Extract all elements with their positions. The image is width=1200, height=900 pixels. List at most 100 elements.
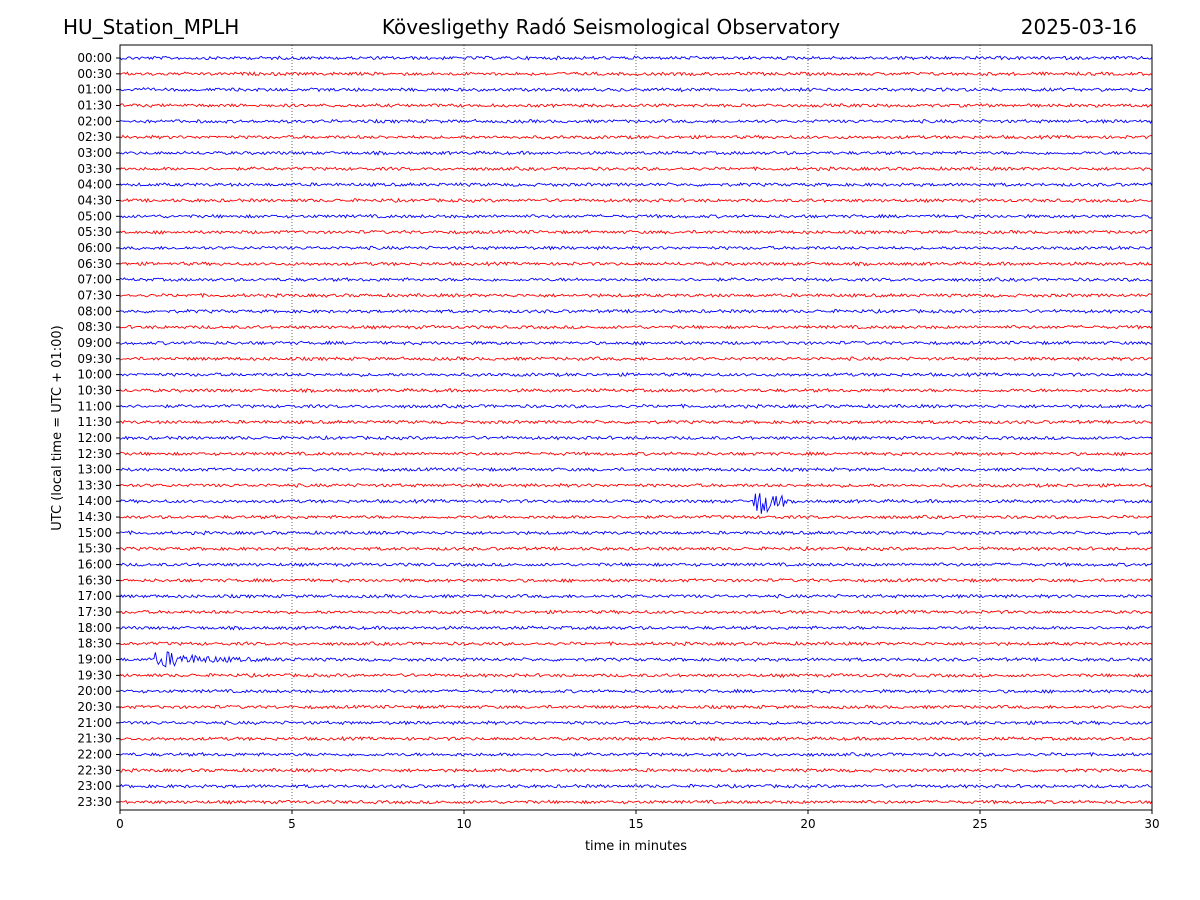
- y-tick-label: 10:00: [77, 368, 112, 382]
- trace-0430: [119, 197, 1153, 204]
- trace-0300: [119, 150, 1153, 156]
- y-tick-label: 07:30: [77, 288, 112, 302]
- y-tick-label: 18:30: [77, 637, 112, 651]
- y-tick-label: 13:30: [77, 478, 112, 492]
- y-tick-label: 01:30: [77, 98, 112, 112]
- trace-0930: [119, 356, 1153, 362]
- trace-1900: [119, 651, 1153, 668]
- grid-lines: [291, 45, 981, 810]
- y-tick-label: 09:00: [77, 336, 112, 350]
- y-tick-label: 21:30: [77, 732, 112, 746]
- y-tick-label: 07:00: [77, 273, 112, 287]
- x-tick-label: 10: [456, 817, 471, 831]
- trace-1230: [119, 450, 1153, 457]
- trace-1100: [119, 403, 1153, 409]
- y-tick-label: 05:00: [77, 209, 112, 223]
- trace-0000: [119, 55, 1153, 61]
- y-tick-label: 20:30: [77, 700, 112, 714]
- trace-1030: [119, 387, 1153, 394]
- x-axis-ticks: 0 5 10 15 20 25 30: [116, 810, 1160, 831]
- y-tick-label: 11:30: [77, 415, 112, 429]
- x-tick-label: 20: [800, 817, 815, 831]
- trace-2100: [119, 720, 1153, 726]
- y-tick-label: 16:30: [77, 573, 112, 587]
- y-tick-label: 15:00: [77, 526, 112, 540]
- trace-0730: [119, 292, 1153, 299]
- trace-1430: [119, 514, 1153, 520]
- trace-1730: [119, 609, 1153, 615]
- y-tick-label: 01:00: [77, 83, 112, 97]
- y-tick-label: 19:00: [77, 653, 112, 667]
- chart-date: 2025-03-16: [1020, 15, 1137, 39]
- trace-2300: [119, 783, 1153, 789]
- y-tick-label: 10:30: [77, 383, 112, 397]
- trace-1530: [119, 545, 1153, 552]
- y-tick-label: 12:30: [77, 447, 112, 461]
- trace-1300: [119, 466, 1153, 473]
- y-tick-label: 22:30: [77, 763, 112, 777]
- y-tick-label: 00:30: [77, 67, 112, 81]
- trace-1200: [119, 435, 1153, 441]
- trace-2030: [119, 704, 1153, 710]
- y-tick-label: 14:00: [77, 494, 112, 508]
- seismogram-traces: [119, 55, 1153, 805]
- trace-0600: [119, 245, 1153, 251]
- trace-1700: [119, 593, 1153, 599]
- trace-1800: [119, 625, 1153, 631]
- trace-0100: [119, 87, 1153, 93]
- y-tick-label: 16:00: [77, 558, 112, 572]
- trace-1500: [120, 530, 1153, 536]
- y-axis-label: UTC (local time = UTC + 01:00): [50, 325, 65, 530]
- x-tick-label: 5: [288, 817, 296, 831]
- trace-1330: [119, 482, 1153, 489]
- y-tick-label: 14:30: [77, 510, 112, 524]
- y-tick-label: 03:00: [77, 146, 112, 160]
- trace-0530: [119, 229, 1153, 235]
- y-tick-label: 03:30: [77, 162, 112, 176]
- station-name: HU_Station_MPLH: [63, 15, 240, 39]
- x-tick-label: 15: [628, 817, 643, 831]
- y-tick-label: 04:30: [77, 193, 112, 207]
- trace-2230: [119, 767, 1153, 773]
- y-tick-label: 05:30: [77, 225, 112, 239]
- trace-0330: [119, 166, 1153, 172]
- y-tick-label: 06:00: [77, 241, 112, 255]
- trace-1130: [119, 419, 1153, 425]
- x-axis-label: time in minutes: [585, 839, 687, 854]
- trace-0900: [119, 340, 1153, 346]
- trace-0700: [119, 277, 1153, 283]
- trace-2000: [119, 688, 1153, 694]
- y-tick-label: 08:00: [77, 304, 112, 318]
- y-tick-label: 04:00: [77, 178, 112, 192]
- y-tick-label: 00:00: [77, 51, 112, 65]
- trace-1600: [119, 562, 1153, 568]
- y-tick-label: 06:30: [77, 257, 112, 271]
- y-tick-label: 17:30: [77, 605, 112, 619]
- y-tick-label: 22:00: [77, 748, 112, 762]
- trace-0200: [119, 118, 1153, 125]
- trace-2130: [119, 736, 1152, 742]
- trace-0230: [119, 134, 1153, 140]
- y-tick-label: 09:30: [77, 352, 112, 366]
- y-tick-label: 23:30: [77, 795, 112, 809]
- y-tick-label: 20:00: [77, 684, 112, 698]
- y-tick-label: 13:00: [77, 463, 112, 477]
- y-tick-label: 12:00: [77, 431, 112, 445]
- trace-1930: [119, 672, 1153, 679]
- x-tick-label: 0: [116, 817, 124, 831]
- y-tick-label: 17:00: [77, 589, 112, 603]
- trace-0500: [119, 213, 1153, 219]
- trace-2330: [119, 799, 1153, 805]
- trace-0130: [119, 102, 1153, 109]
- trace-0800: [119, 308, 1153, 314]
- y-tick-label: 11:00: [77, 399, 112, 413]
- x-tick-label: 25: [972, 817, 987, 831]
- trace-1400: [119, 493, 1153, 514]
- y-tick-label: 21:00: [77, 716, 112, 730]
- trace-1000: [119, 371, 1153, 378]
- y-tick-label: 23:00: [77, 779, 112, 793]
- trace-0030: [119, 71, 1153, 77]
- y-tick-label: 15:30: [77, 542, 112, 556]
- trace-2200: [119, 751, 1153, 757]
